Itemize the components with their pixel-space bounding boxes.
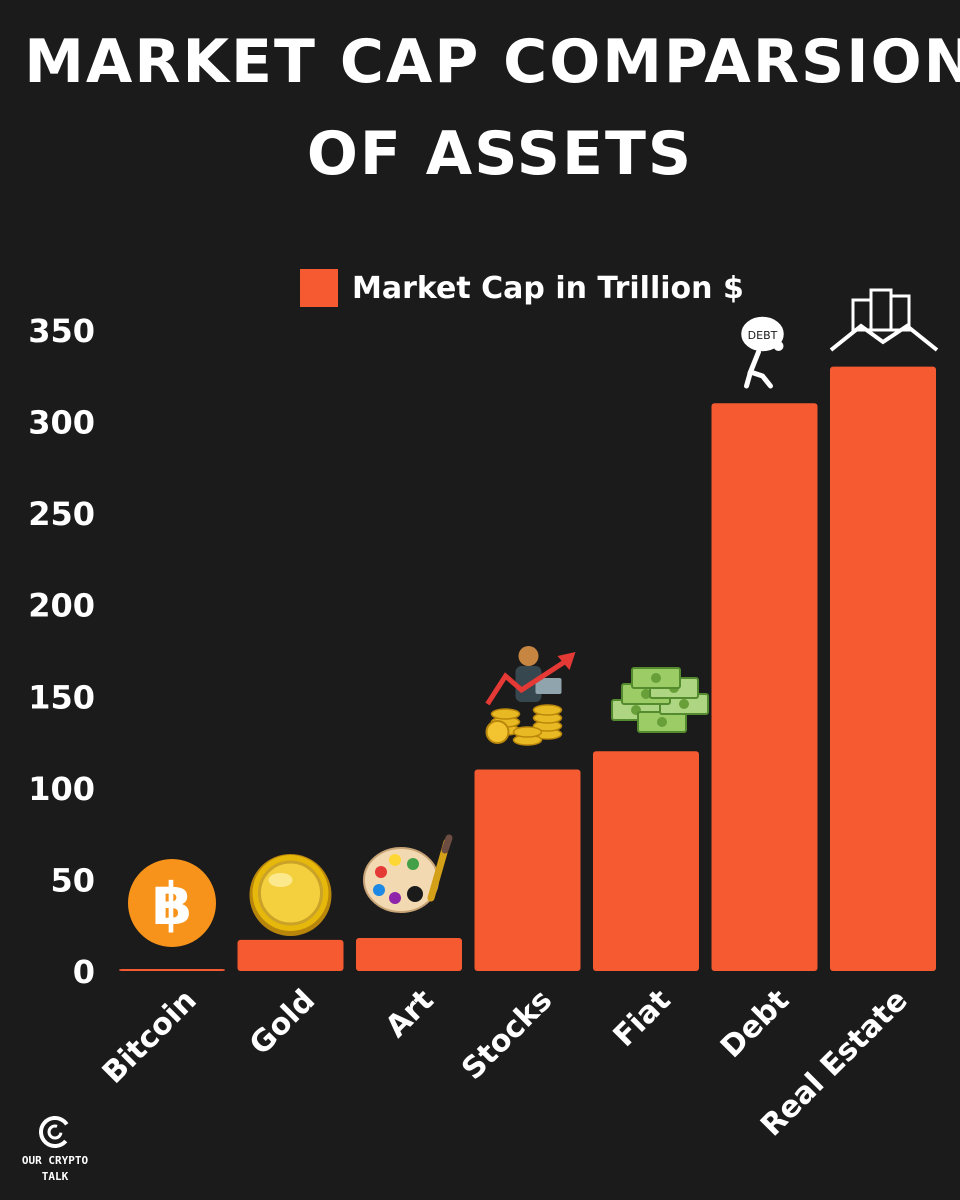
- bar-real-estate: [830, 366, 936, 972]
- brand-name: OUR CRYPTO TALK: [21, 1154, 89, 1183]
- bar-bitcoin: [119, 969, 225, 971]
- bar-debt: [711, 403, 818, 971]
- svg-text:฿: ฿: [152, 870, 192, 938]
- y-tick-label: 100: [28, 770, 95, 808]
- gold-coin-icon: [249, 854, 332, 936]
- chart-title-line-2: OF ASSETS: [306, 119, 694, 189]
- legend-swatch: [300, 269, 338, 307]
- x-tick-label: Stocks: [455, 983, 559, 1087]
- y-tick-label: 0: [73, 953, 95, 991]
- bar-fiat: [593, 751, 699, 971]
- svg-text:DEBT: DEBT: [748, 329, 778, 342]
- x-tick-label: Debt: [714, 983, 796, 1065]
- y-tick-label: 50: [50, 861, 95, 899]
- bar-stocks: [474, 769, 581, 971]
- debt-burden-icon: DEBT: [739, 315, 786, 389]
- chart-title-line-1: MARKET CAP COMPARSION: [24, 27, 960, 97]
- bar-gold: [237, 939, 344, 971]
- brand-logo-icon: [39, 1116, 71, 1148]
- y-tick-label: 300: [28, 404, 95, 442]
- y-tick-label: 350: [28, 312, 95, 350]
- x-tick-label: Bitcoin: [96, 983, 204, 1091]
- y-tick-label: 200: [28, 587, 95, 625]
- paint-palette-icon: [363, 834, 453, 913]
- legend: Market Cap in Trillion $: [300, 268, 744, 308]
- buildings-icon: [829, 288, 939, 352]
- bitcoin-icon: ฿: [128, 859, 216, 947]
- brand: OUR CRYPTO TALK: [10, 1115, 100, 1185]
- stock-investor-icon: [485, 646, 576, 746]
- y-tick-label: 150: [28, 678, 95, 716]
- cash-stack-icon: [611, 667, 709, 733]
- legend-label: Market Cap in Trillion $: [352, 270, 744, 306]
- bar-art: [356, 938, 462, 971]
- x-tick-label: Art: [379, 983, 441, 1045]
- y-tick-label: 250: [28, 495, 95, 533]
- x-tick-label: Fiat: [607, 983, 678, 1054]
- x-tick-label: Gold: [243, 983, 322, 1062]
